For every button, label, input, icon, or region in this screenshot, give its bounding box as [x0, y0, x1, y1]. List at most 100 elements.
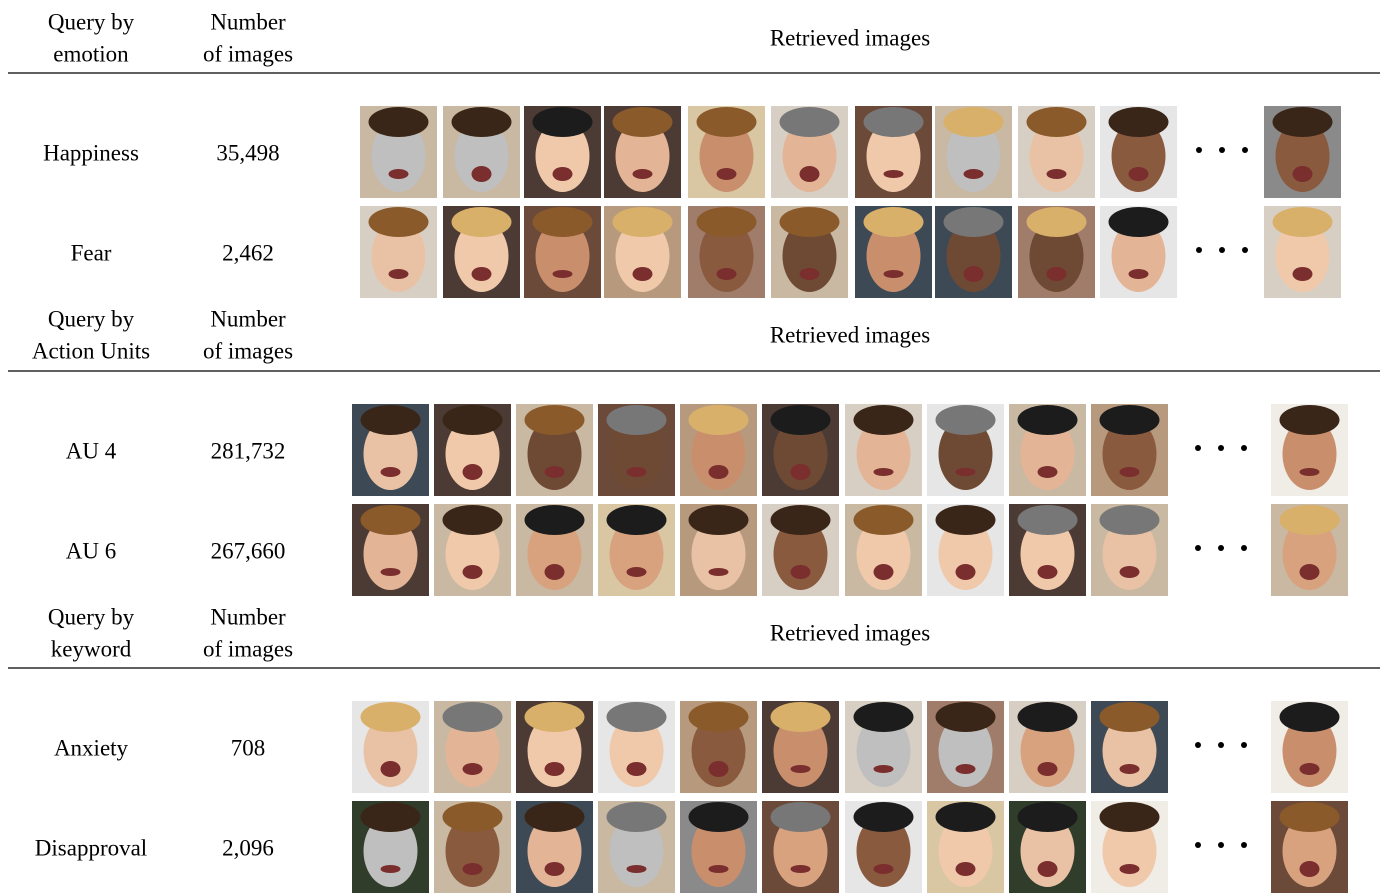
- face-shape: [782, 120, 837, 192]
- face-hair: [1099, 702, 1160, 732]
- column-header: Number: [210, 9, 286, 34]
- face-mouth: [471, 267, 492, 281]
- face-shape: [1282, 518, 1337, 590]
- face-hair: [442, 505, 503, 535]
- face-shape: [615, 220, 670, 292]
- face-mouth: [873, 564, 894, 580]
- face-hair: [360, 702, 421, 732]
- face-mouth: [883, 270, 904, 278]
- face-hair: [779, 207, 840, 237]
- row-label: AU 6: [66, 538, 116, 563]
- face-hair: [360, 802, 421, 832]
- face-mouth: [716, 168, 737, 180]
- column-header: Number: [210, 306, 286, 331]
- face-hair: [524, 505, 585, 535]
- face-mouth: [1037, 466, 1058, 478]
- face-shape: [1020, 518, 1075, 590]
- face-hair: [935, 802, 996, 832]
- face-shape: [938, 715, 993, 787]
- column-header: of images: [203, 41, 293, 66]
- face-mouth: [790, 464, 811, 480]
- row-count: 708: [231, 735, 266, 760]
- face-mouth: [1299, 861, 1320, 877]
- face-shape: [1020, 815, 1075, 887]
- ellipsis-dot: [1218, 445, 1224, 451]
- section: Query by emotion Number of images Retrieved …: [8, 9, 1380, 298]
- face-shape: [535, 120, 590, 192]
- face-hair: [606, 702, 667, 732]
- face-shape: [773, 418, 828, 490]
- face-mouth: [1299, 763, 1320, 775]
- ellipsis-dot: [1242, 247, 1248, 253]
- face-hair: [532, 207, 593, 237]
- ellipsis-dot: [1195, 742, 1201, 748]
- face-shape: [856, 518, 911, 590]
- face-shape: [454, 220, 509, 292]
- face-shape: [1020, 418, 1075, 490]
- result-row: AU 4 281,732: [66, 404, 1348, 496]
- face-mouth: [1119, 864, 1140, 874]
- face-hair: [1026, 207, 1087, 237]
- face-hair: [1108, 107, 1169, 137]
- face-hair: [1279, 505, 1340, 535]
- face-mouth: [471, 166, 492, 182]
- face-mouth: [1292, 267, 1313, 281]
- row-count: 2,096: [222, 835, 274, 860]
- face-mouth: [1292, 166, 1313, 182]
- ellipsis-dot: [1195, 842, 1201, 848]
- face-mouth: [883, 170, 904, 178]
- face-shape: [1111, 120, 1166, 192]
- face-shape: [1029, 220, 1084, 292]
- face-mouth: [380, 761, 401, 777]
- face-shape: [609, 518, 664, 590]
- face-mouth: [626, 467, 647, 477]
- result-row: Fear 2,462: [71, 206, 1341, 298]
- column-header: of images: [203, 338, 293, 363]
- face-hair: [935, 505, 996, 535]
- ellipsis-dot: [1196, 147, 1202, 153]
- face-hair: [1279, 802, 1340, 832]
- face-shape: [1102, 715, 1157, 787]
- face-shape: [773, 715, 828, 787]
- face-mouth: [963, 266, 984, 282]
- face-shape: [773, 518, 828, 590]
- face-mouth: [1128, 167, 1149, 181]
- row-count: 2,462: [222, 240, 274, 265]
- face-mouth: [799, 268, 820, 280]
- face-hair: [524, 405, 585, 435]
- face-hair: [524, 702, 585, 732]
- face-shape: [445, 418, 500, 490]
- face-shape: [1029, 120, 1084, 192]
- face-shape: [691, 715, 746, 787]
- face-hair: [1279, 405, 1340, 435]
- face-mouth: [1119, 764, 1140, 774]
- face-shape: [1282, 715, 1337, 787]
- face-mouth: [1299, 468, 1320, 476]
- column-header: emotion: [53, 41, 129, 66]
- face-hair: [696, 107, 757, 137]
- face-mouth: [462, 863, 483, 875]
- face-hair: [935, 702, 996, 732]
- face-hair: [524, 802, 585, 832]
- face-hair: [688, 505, 749, 535]
- face-hair: [1272, 207, 1333, 237]
- ellipsis-dot: [1196, 247, 1202, 253]
- face-hair: [770, 405, 831, 435]
- face-shape: [609, 815, 664, 887]
- face-mouth: [1037, 565, 1058, 579]
- face-mouth: [873, 765, 894, 773]
- face-hair: [1099, 505, 1160, 535]
- face-mouth: [388, 169, 409, 179]
- result-row: Anxiety 708: [54, 701, 1348, 793]
- face-hair: [451, 107, 512, 137]
- face-mouth: [462, 763, 483, 775]
- face-mouth: [1037, 861, 1058, 877]
- face-shape: [609, 715, 664, 787]
- face-shape: [938, 418, 993, 490]
- face-hair: [368, 207, 429, 237]
- face-mouth: [955, 468, 976, 476]
- face-shape: [1102, 518, 1157, 590]
- face-hair: [935, 405, 996, 435]
- face-hair: [853, 505, 914, 535]
